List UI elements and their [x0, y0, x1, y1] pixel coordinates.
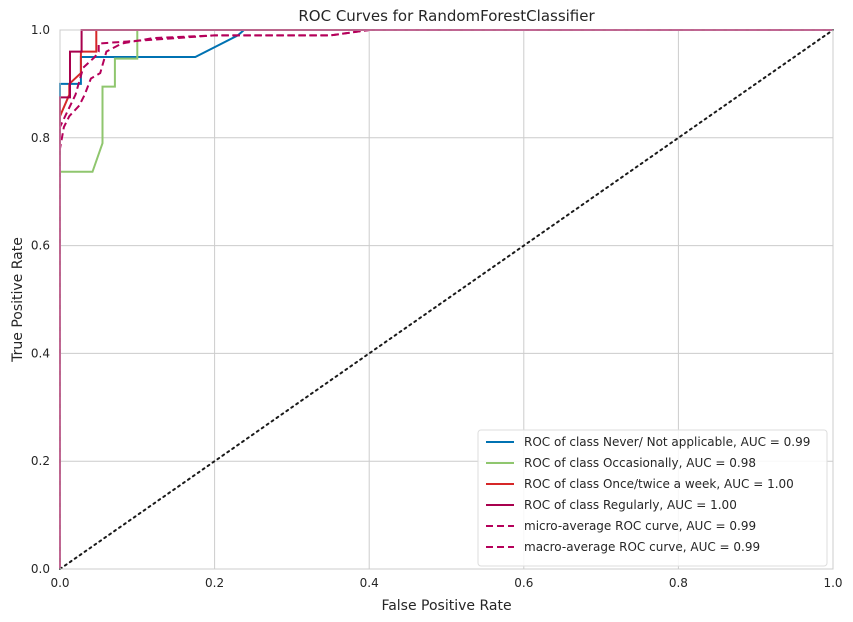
x-tick-label: 0.0	[50, 576, 69, 590]
y-tick-label: 0.4	[31, 346, 50, 360]
y-tick-label: 0.2	[31, 454, 50, 468]
legend-label: ROC of class Once/twice a week, AUC = 1.…	[524, 477, 794, 491]
reference-diagonal-line	[59, 29, 834, 570]
y-tick-label: 0.8	[31, 131, 50, 145]
y-tick-label: 1.0	[31, 23, 50, 37]
x-axis-title: False Positive Rate	[381, 598, 511, 614]
y-tick-label: 0.0	[31, 562, 50, 576]
x-tick-label: 0.8	[669, 576, 688, 590]
legend-label: macro-average ROC curve, AUC = 0.99	[524, 540, 760, 554]
y-axis-title: True Positive Rate	[10, 237, 26, 363]
x-tick-label: 0.4	[360, 576, 379, 590]
legend-label: micro-average ROC curve, AUC = 0.99	[524, 519, 756, 533]
x-tick-label: 0.2	[205, 576, 224, 590]
chart-title: ROC Curves for RandomForestClassifier	[298, 7, 595, 25]
x-tick-label: 0.6	[514, 576, 533, 590]
legend-label: ROC of class Occasionally, AUC = 0.98	[524, 456, 756, 470]
legend: ROC of class Never/ Not applicable, AUC …	[477, 429, 828, 567]
legend-box	[477, 429, 828, 567]
grid	[59, 29, 834, 570]
legend-label: ROC of class Regularly, AUC = 1.00	[524, 498, 737, 512]
legend-label: ROC of class Never/ Not applicable, AUC …	[524, 435, 810, 449]
roc-series-line-2	[59, 29, 833, 569]
plot-frame	[59, 29, 834, 570]
tick-labels: 0.0 0.2 0.4 0.6 0.8 1.0 0.0 0.2 0.4 0.6 0.8 1.0	[31, 23, 843, 590]
y-tick-label: 0.6	[31, 239, 50, 253]
x-tick-label: 1.0	[823, 576, 842, 590]
roc-series-line-6	[59, 29, 833, 569]
